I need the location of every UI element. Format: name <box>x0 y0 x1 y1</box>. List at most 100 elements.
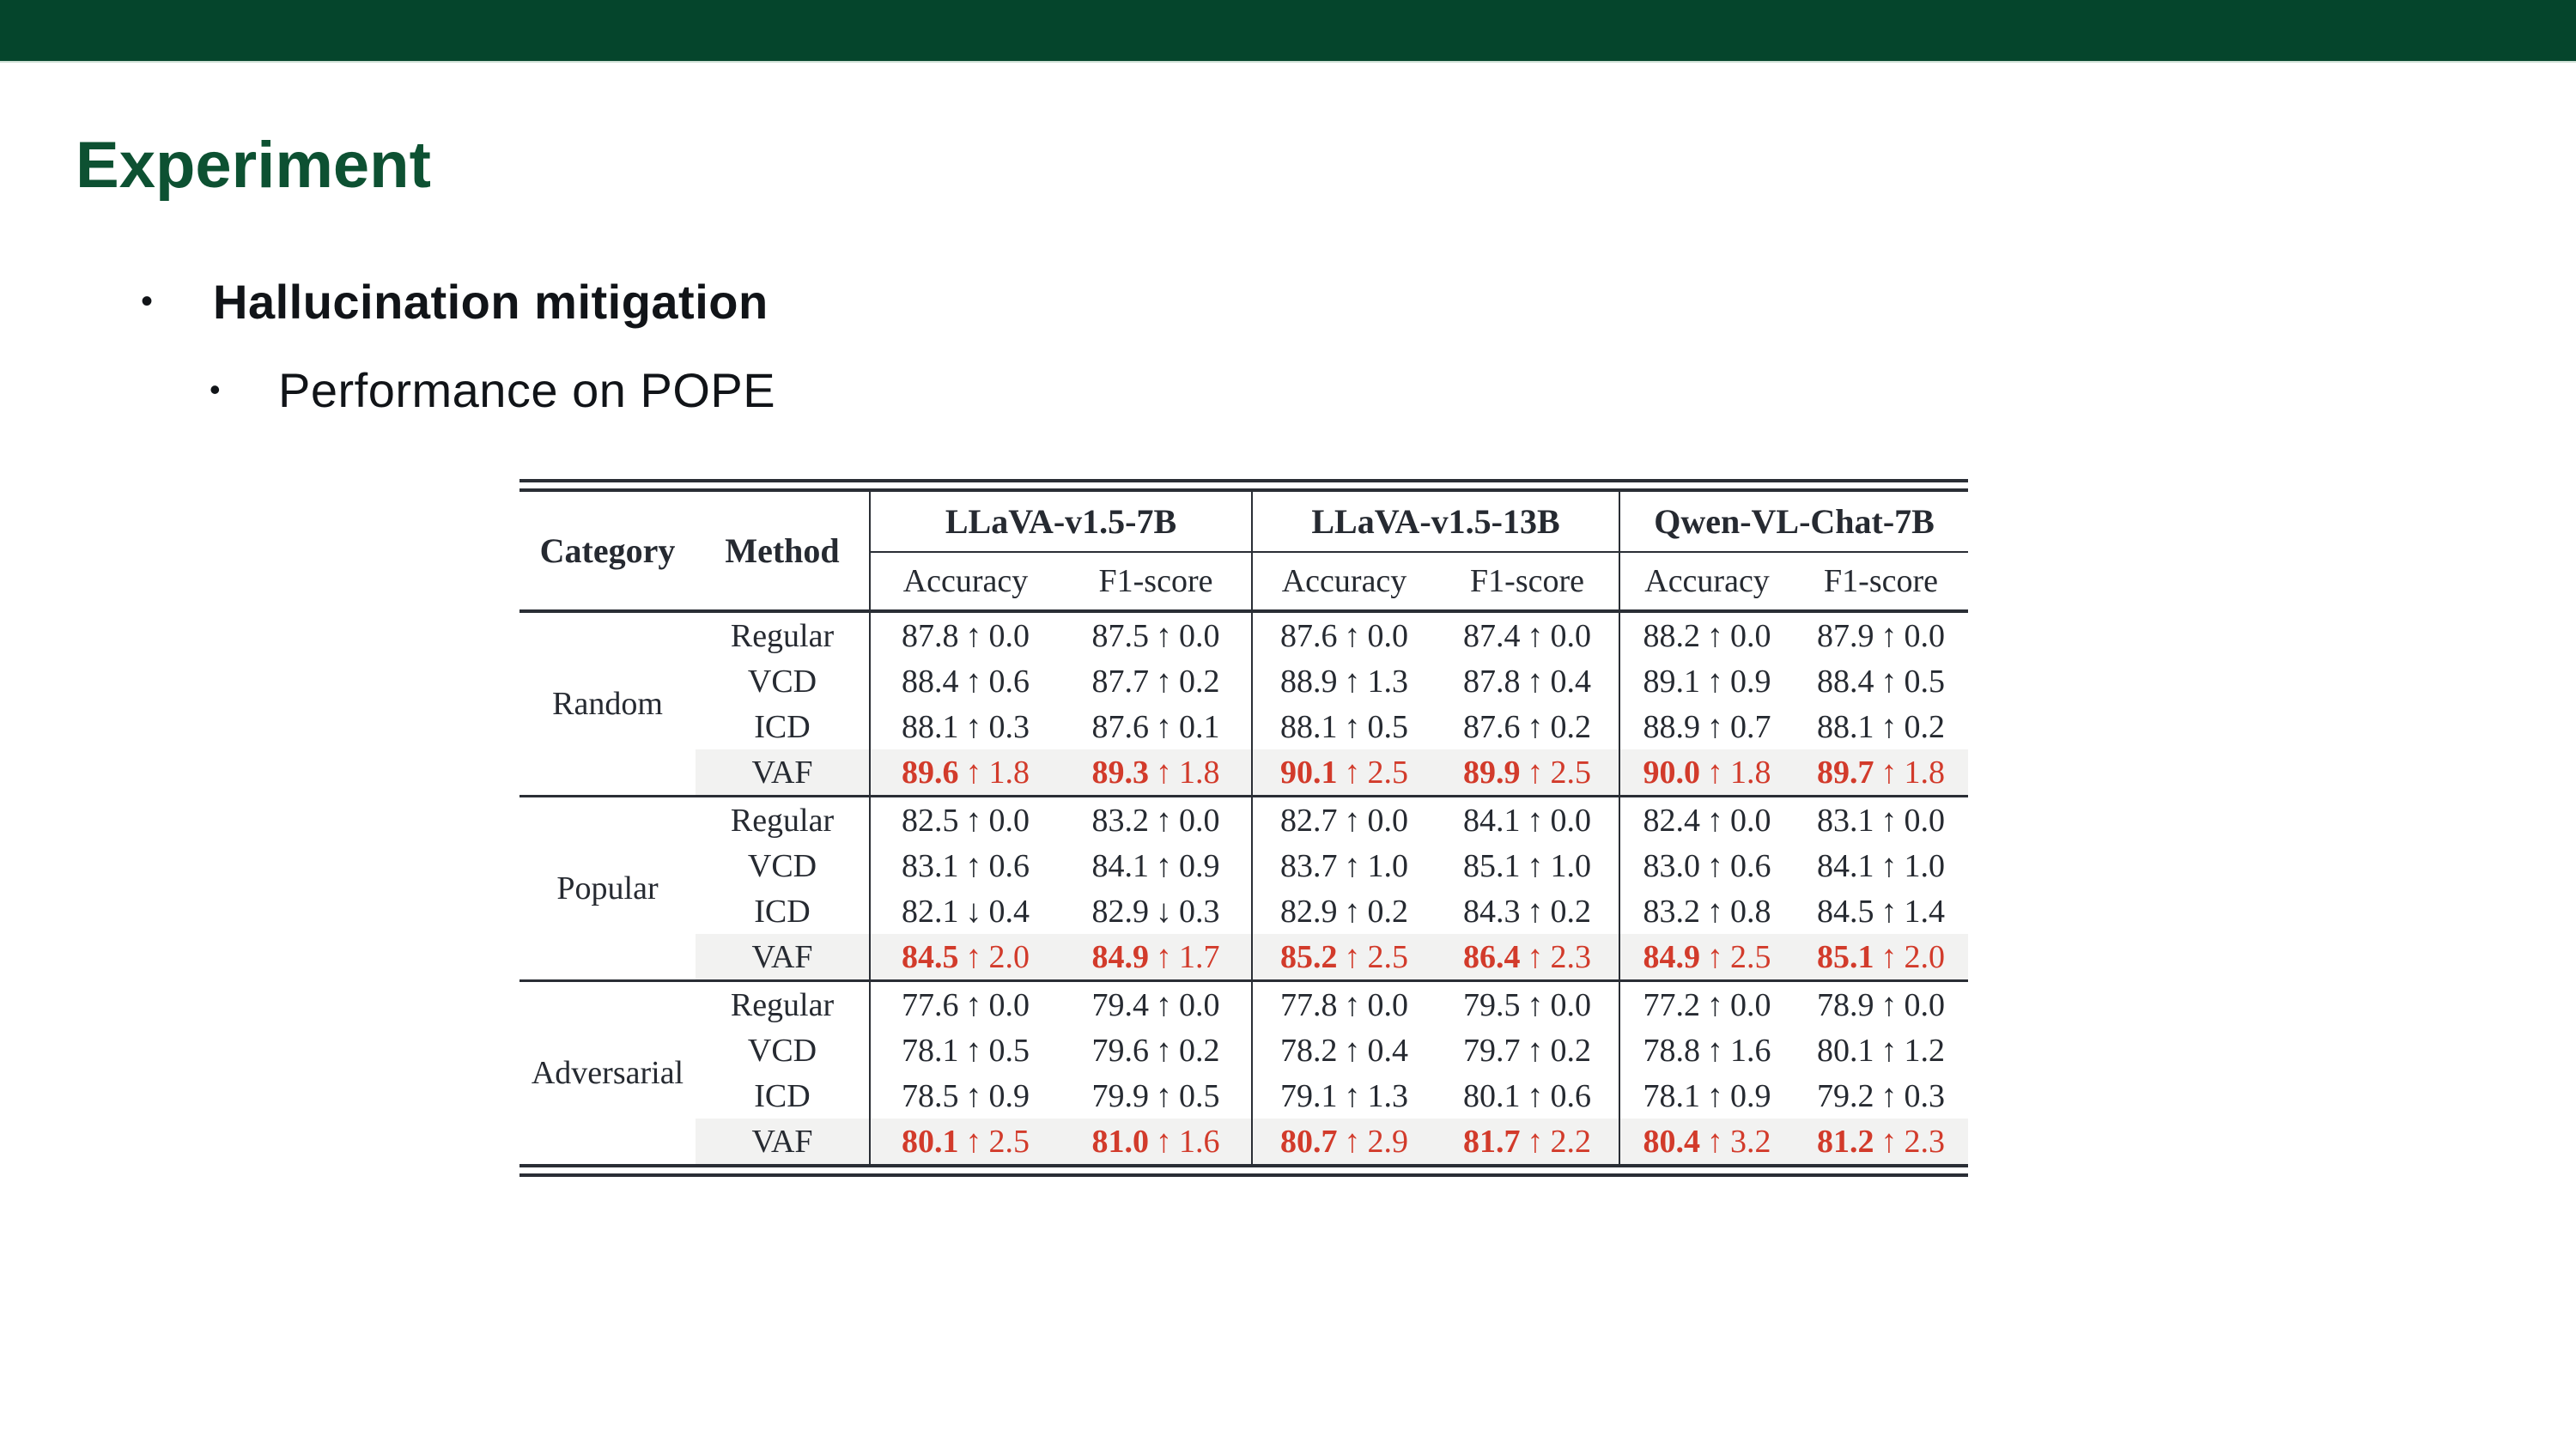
trend-up-icon: ↑ <box>1880 1077 1898 1114</box>
trend-up-icon: ↑ <box>1880 986 1898 1023</box>
column-header-accuracy: Accuracy <box>1251 552 1437 611</box>
bullet-label: Hallucination mitigation <box>213 274 769 329</box>
trend-up-icon: ↑ <box>1707 617 1724 654</box>
trend-up-icon: ↑ <box>1707 1123 1724 1160</box>
score-cell: 88.4 ↑ 0.6 <box>869 658 1060 704</box>
score-value: 89.9 <box>1463 754 1521 791</box>
score-cell: 78.5 ↑ 0.9 <box>869 1073 1060 1119</box>
category-cell: Adversarial <box>531 1055 684 1091</box>
score-delta: 0.0 <box>988 617 1030 654</box>
trend-up-icon: ↑ <box>965 1123 982 1160</box>
score-cell: 87.8 ↑ 0.4 <box>1436 658 1619 704</box>
score-delta: 1.0 <box>1367 847 1409 884</box>
score-value: 79.5 <box>1463 986 1521 1023</box>
score-cell: 84.1 ↑ 0.0 <box>1436 797 1619 844</box>
score-value: 82.9 <box>1091 893 1150 930</box>
score-value: 77.2 <box>1643 986 1701 1023</box>
trend-up-icon: ↑ <box>1344 1032 1361 1069</box>
score-delta: 1.4 <box>1904 893 1946 930</box>
score-cell: 81.7 ↑ 2.2 <box>1436 1119 1620 1164</box>
score-value: 83.1 <box>1817 802 1874 839</box>
score-cell: 82.7 ↑ 0.0 <box>1251 796 1437 843</box>
score-delta: 2.0 <box>1904 938 1946 975</box>
score-delta: 0.0 <box>1550 617 1592 654</box>
score-delta: 2.5 <box>1367 754 1409 791</box>
score-delta: 0.0 <box>1179 802 1220 839</box>
score-delta: 0.3 <box>1179 893 1220 930</box>
score-delta: 1.2 <box>1904 1032 1946 1069</box>
score-delta: 0.9 <box>1730 1077 1771 1114</box>
score-value: 81.0 <box>1091 1123 1150 1160</box>
trend-up-icon: ↑ <box>1527 847 1544 884</box>
bullet-dot-icon: • <box>210 372 221 407</box>
trend-up-icon: ↑ <box>1156 1077 1172 1114</box>
trend-up-icon: ↑ <box>965 847 982 884</box>
trend-up-icon: ↑ <box>1880 617 1898 654</box>
score-cell: 84.5 ↑ 1.4 <box>1794 888 1968 934</box>
score-delta: 0.0 <box>1179 986 1220 1023</box>
score-delta: 0.6 <box>1550 1077 1592 1114</box>
trend-up-icon: ↑ <box>1527 708 1544 745</box>
trend-down-icon: ↓ <box>965 893 982 930</box>
slide-title: Experiment <box>76 129 431 202</box>
trend-up-icon: ↑ <box>1707 938 1724 975</box>
trend-up-icon: ↑ <box>1344 1077 1361 1114</box>
score-value: 79.6 <box>1091 1032 1150 1069</box>
score-delta: 0.3 <box>1904 1077 1946 1114</box>
score-cell: 83.1 ↑ 0.6 <box>869 843 1060 888</box>
score-value: 89.1 <box>1643 663 1701 700</box>
score-value: 80.7 <box>1280 1123 1338 1160</box>
score-delta: 0.2 <box>1179 663 1220 700</box>
score-value: 88.1 <box>902 708 959 745</box>
method-cell: Regular <box>730 617 835 654</box>
trend-up-icon: ↑ <box>965 1032 982 1069</box>
score-value: 79.2 <box>1817 1077 1874 1114</box>
trend-up-icon: ↑ <box>1707 754 1724 791</box>
score-cell: 84.9 ↑ 1.7 <box>1060 934 1253 981</box>
category-block: Random Regular 87.8 ↑ 0.0 87.5 ↑ 0.0 87.6 ↑ 0.0 87.… <box>519 611 1969 797</box>
trend-up-icon: ↑ <box>1344 617 1361 654</box>
score-cell: 83.7 ↑ 1.0 <box>1251 843 1437 888</box>
score-cell: 79.4 ↑ 0.0 <box>1060 981 1252 1028</box>
score-delta: 0.2 <box>1550 1032 1592 1069</box>
trend-up-icon: ↑ <box>1527 893 1544 930</box>
trend-up-icon: ↑ <box>1156 617 1172 654</box>
score-value: 78.2 <box>1280 1032 1338 1069</box>
score-delta: 3.2 <box>1730 1123 1771 1160</box>
score-cell: 79.9 ↑ 0.5 <box>1060 1073 1252 1119</box>
score-cell: 85.1 ↑ 2.0 <box>1794 934 1969 981</box>
score-cell: 79.2 ↑ 0.3 <box>1794 1073 1968 1119</box>
score-cell: 88.1 ↑ 0.2 <box>1794 704 1968 749</box>
score-value: 78.8 <box>1643 1032 1701 1069</box>
score-value: 79.1 <box>1280 1077 1338 1114</box>
score-delta: 1.7 <box>1179 938 1220 975</box>
table-row: VCD 83.1 ↑ 0.6 84.1 ↑ 0.9 83.7 ↑ 1.0 85.1 ↑ 1.0 83.0 ↑… <box>519 843 1968 888</box>
score-cell: 81.0 ↑ 1.6 <box>1060 1119 1253 1164</box>
score-value: 78.5 <box>902 1077 959 1114</box>
score-cell: 82.4 ↑ 0.0 <box>1619 796 1795 843</box>
score-delta: 0.6 <box>988 847 1030 884</box>
method-cell: VCD <box>747 1032 817 1069</box>
trend-up-icon: ↑ <box>1707 663 1724 700</box>
trend-up-icon: ↑ <box>1527 938 1544 975</box>
trend-up-icon: ↑ <box>965 754 982 791</box>
table-header-row-metrics: Accuracy F1-score Accuracy F1-score Accu… <box>519 552 1968 611</box>
model-group-header-llava-13b: LLaVA-v1.5-13B <box>1251 492 1620 553</box>
score-delta: 1.0 <box>1904 847 1946 884</box>
score-value: 87.5 <box>1091 617 1150 654</box>
method-cell: ICD <box>754 708 811 745</box>
bullet-dot-icon: • <box>141 282 154 320</box>
score-cell: 78.1 ↑ 0.9 <box>1619 1073 1795 1119</box>
trend-up-icon: ↑ <box>1707 1032 1724 1069</box>
table-row: ICD 82.1 ↓ 0.4 82.9 ↓ 0.3 82.9 ↑ 0.2 84.3 ↑ 0.2 83.2 ↑… <box>519 888 1968 934</box>
score-cell: 88.2 ↑ 0.0 <box>1619 611 1795 658</box>
score-cell: 80.1 ↑ 1.2 <box>1794 1028 1968 1073</box>
score-delta: 0.5 <box>988 1032 1030 1069</box>
trend-up-icon: ↑ <box>1344 938 1361 975</box>
trend-up-icon: ↑ <box>1344 986 1361 1023</box>
score-cell: 80.1 ↑ 2.5 <box>869 1119 1060 1164</box>
score-value: 83.7 <box>1280 847 1338 884</box>
category-block: Adversarial Regular 77.6 ↑ 0.0 79.4 ↑ 0.0 77.8 ↑ 0… <box>519 980 1969 1164</box>
score-cell: 85.1 ↑ 1.0 <box>1436 843 1619 888</box>
score-value: 87.8 <box>1463 663 1521 700</box>
